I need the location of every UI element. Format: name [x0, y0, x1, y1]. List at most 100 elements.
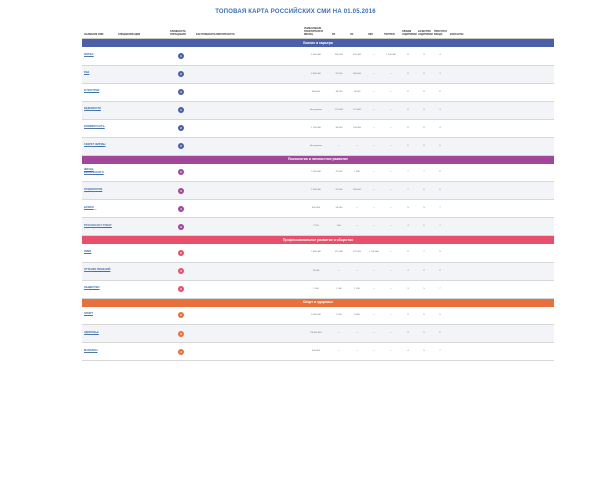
metric-cell-vk: 1 230 — [348, 280, 366, 299]
metric-cell-q: 5 — [416, 280, 432, 299]
table-row: ЗДОРОВЬЕ zdorovie.ru 3 28 000 000— — — —9 5 6 — [82, 324, 554, 343]
metric-cell-a: 9 — [400, 324, 416, 343]
media-url[interactable]: psychologytoday.ru — [84, 226, 103, 229]
metric-cell-fb: 1 000 — [330, 280, 348, 299]
how-to-cell — [194, 65, 302, 84]
metric-cell-visitors: 28 000 000 — [302, 324, 330, 343]
how-to-cell — [194, 137, 302, 156]
media-name-link[interactable]: КОММЕРСАНТЪ — [84, 125, 105, 128]
metric-cell-fb: 170 000 — [330, 101, 348, 120]
difficulty-badge: 2 — [178, 71, 184, 77]
specialization-cell — [116, 262, 168, 281]
how-to-cell — [194, 163, 302, 182]
media-name-link[interactable]: ЛИКИ — [84, 249, 92, 253]
metric-cell-vk: — — [348, 137, 366, 156]
media-name-cell: ОБЩЕСТВО society.ru — [82, 280, 116, 299]
metric-cell-tw: — — [382, 101, 400, 120]
media-name-link[interactable]: PSYCHOLOGY TODAY — [84, 223, 112, 227]
difficulty-cell: 3 — [168, 181, 194, 200]
metric-cell-vk: — — [348, 199, 366, 218]
media-name-cell: БУФФО buffo.com.ua — [82, 199, 116, 218]
metric-cell-fb: 400 — [330, 217, 348, 236]
metric-cell-q: 6 — [416, 181, 432, 200]
media-name-link[interactable]: ФОРБС — [84, 52, 94, 56]
metric-cell-tw: — — [382, 306, 400, 325]
media-name-link[interactable]: МАРАФОН — [84, 348, 98, 352]
metric-cell-s: 5 — [432, 137, 448, 156]
metric-cell-tw: — — [382, 119, 400, 138]
metric-cell-ok: — — [366, 324, 382, 343]
metric-cell-tw: — — [382, 217, 400, 236]
metric-cell-fb: — — [330, 137, 348, 156]
media-name-link[interactable]: РБК — [84, 71, 90, 74]
column-header: УНИКАЛЬНЫЕ ПОСЕТИТЕЛИ В МЕСЯЦ — [302, 18, 330, 39]
media-name-link[interactable]: В ПОСТРОЕ — [84, 89, 100, 92]
media-url[interactable]: forbes.ru — [84, 55, 93, 58]
metric-cell-vk: — — [348, 324, 366, 343]
media-url[interactable]: psychologies.ru — [84, 190, 100, 193]
media-url[interactable]: vedomosti.ru — [84, 110, 97, 112]
metric-cell-s: 6 — [432, 83, 448, 102]
metric-cell-a: 4 — [400, 262, 416, 281]
specialization-cell — [116, 47, 168, 66]
difficulty-badge: 3 — [178, 330, 184, 337]
media-url[interactable]: sports.ru — [84, 315, 93, 318]
specialization-cell — [116, 306, 168, 325]
contacts-cell — [448, 47, 554, 66]
media-url[interactable]: buffo.com.ua — [84, 208, 97, 211]
media-url[interactable]: society.ru — [84, 289, 94, 291]
column-header: СЛОЖНОСТЬ ПОПАДАНИЯ — [168, 18, 194, 39]
media-name-link[interactable]: ОТТЕНКИ РЕШЕНИЙ — [84, 268, 111, 271]
metric-cell-a: 4 — [400, 217, 416, 236]
metric-cell-visitors: 400 000 — [302, 342, 330, 361]
media-url[interactable]: rbc.ru — [84, 74, 90, 76]
difficulty-badge: 3 — [178, 223, 184, 230]
metric-cell-visitors: Нет данных — [302, 101, 330, 120]
metric-cell-q: 5 — [416, 342, 432, 361]
media-name-link[interactable]: СЕКРЕТ ФИРМЫ — [84, 143, 106, 146]
media-name-link[interactable]: SPORT — [84, 312, 93, 316]
table-row: PSYCHOLOGY TODAY psychologytoday.ru 3 77 00… — [82, 217, 554, 236]
specialization-cell — [116, 181, 168, 200]
media-url[interactable]: kommersant.ru — [84, 128, 99, 130]
media-url[interactable]: zdorovie.ru — [84, 333, 95, 336]
metric-cell-visitors: 1 900 000 — [302, 181, 330, 200]
metric-cell-q: 8 — [416, 83, 432, 102]
metric-cell-tw: — — [382, 244, 400, 263]
media-name-cell: СЕКРЕТ ФИРМЫ secretmag.ru — [82, 137, 116, 156]
metric-cell-fb: 94 000 — [330, 119, 348, 138]
metric-cell-s: 7 — [432, 342, 448, 361]
media-name-link[interactable]: ЗДОРОВЬЕ — [84, 330, 99, 334]
media-name-cell: ФОРБС forbes.ru — [82, 47, 116, 66]
metric-cell-a: 8 — [400, 119, 416, 138]
section-header: Спорт и здоровье — [82, 298, 554, 307]
specialization-cell — [116, 324, 168, 343]
contacts-cell — [448, 65, 554, 84]
how-to-cell — [194, 244, 302, 263]
media-url[interactable]: ukbiz.ru — [84, 252, 92, 255]
table-body: Бизнес и карьера ФОРБС forbes.ru 1 4 300 000… — [82, 38, 554, 361]
media-name-link[interactable]: ОБЩЕСТВО — [84, 286, 100, 289]
section-title: Психология и личностное развитие — [82, 155, 554, 164]
media-url[interactable]: vc.ru — [84, 92, 89, 94]
media-url[interactable]: marathon.ru — [84, 351, 96, 354]
metric-cell-visitors: 9 000 000 — [302, 306, 330, 325]
media-url[interactable]: ottenki.ru — [84, 271, 93, 273]
media-name-link[interactable]: ВЕДОМОСТИ — [84, 107, 101, 110]
metric-cell-a: 3 — [400, 280, 416, 299]
metric-cell-vk: 171 000 — [348, 101, 366, 120]
media-name-link[interactable]: ПСИХОЛОГИЯ — [84, 187, 103, 191]
media-name-link[interactable]: БУФФО — [84, 205, 94, 209]
metric-cell-s: 5 — [432, 306, 448, 325]
metric-cell-a: 8 — [400, 47, 416, 66]
contacts-cell — [448, 280, 554, 299]
media-url[interactable]: lifehacker.ru — [84, 173, 96, 176]
difficulty-badge: 3 — [178, 187, 184, 194]
contacts-cell — [448, 137, 554, 156]
specialization-cell — [116, 65, 168, 84]
media-name-link[interactable]: ЖИЗНЬ ИНТЕРЕСНОГО — [84, 167, 104, 174]
contacts-cell — [448, 181, 554, 200]
metric-cell-visitors: 4 300 000 — [302, 47, 330, 66]
media-url[interactable]: secretmag.ru — [84, 146, 97, 148]
metric-cell-ok: — — [366, 65, 382, 84]
